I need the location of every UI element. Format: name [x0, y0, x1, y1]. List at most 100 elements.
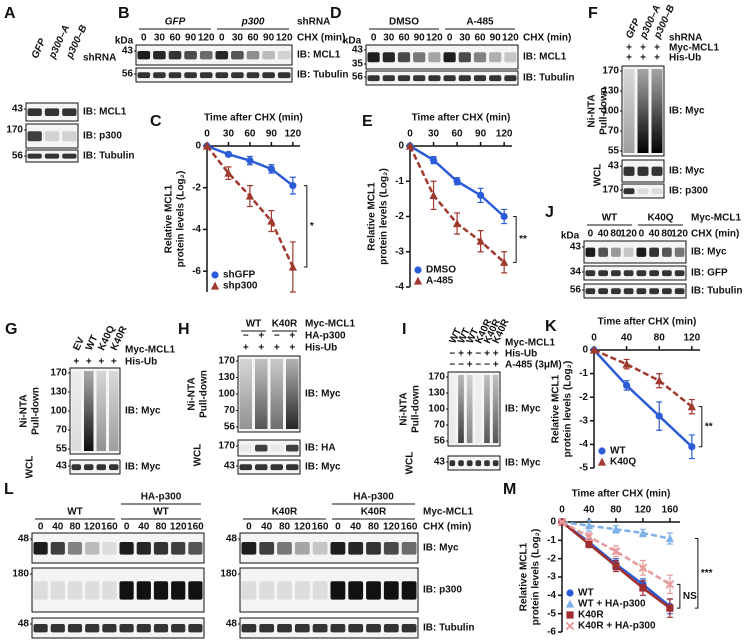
- marker-label: 56: [352, 72, 364, 83]
- band: [241, 624, 257, 633]
- x-axis-title: Time after CHX (min): [598, 317, 697, 328]
- band: [168, 72, 182, 79]
- lane-label: 120: [198, 33, 215, 44]
- blot: [447, 455, 501, 471]
- marker-label: 55: [608, 146, 620, 157]
- band: [623, 288, 634, 295]
- lane-label: 30: [232, 33, 244, 44]
- band: [136, 581, 151, 600]
- band: [649, 288, 659, 295]
- band: [413, 52, 426, 63]
- band: [153, 72, 166, 79]
- band: [188, 624, 203, 633]
- y-tick-label: 0: [195, 141, 201, 152]
- blot: [583, 265, 687, 281]
- significance-label: *: [310, 221, 314, 232]
- band: [449, 460, 456, 467]
- data-point: [584, 532, 594, 541]
- smear: [270, 359, 283, 429]
- band: [458, 52, 471, 63]
- kda-label: kDa: [115, 36, 134, 47]
- band: [585, 247, 596, 257]
- band: [489, 75, 502, 82]
- band: [27, 108, 42, 116]
- lane-label: GFP: [165, 17, 186, 28]
- row-label: HA-p300: [305, 331, 346, 342]
- band: [443, 75, 456, 82]
- y-tick-label: -3: [547, 572, 556, 583]
- lane-label: DMSO: [389, 17, 419, 28]
- series-line: [206, 144, 294, 187]
- significance-label: ***: [701, 568, 713, 579]
- blot-label: IB: Myc: [125, 406, 161, 417]
- data-point: [267, 216, 276, 225]
- band: [662, 270, 672, 277]
- blot: [135, 67, 293, 83]
- band: [401, 581, 417, 600]
- band: [33, 624, 48, 633]
- lane-label: +: [274, 343, 280, 354]
- marker-label: 180: [220, 569, 237, 580]
- band: [168, 51, 182, 60]
- row-label: CHX (min): [297, 33, 345, 44]
- data-point: [665, 580, 675, 589]
- lane-label: −: [484, 360, 490, 371]
- band: [401, 624, 417, 633]
- row-label: A-485 (3μM): [505, 360, 562, 371]
- marker-label: 170: [6, 125, 23, 136]
- band: [137, 72, 151, 79]
- blot: [583, 283, 687, 299]
- x-tick-label: 80: [610, 505, 622, 516]
- band: [636, 270, 647, 277]
- band: [623, 247, 634, 257]
- band: [348, 624, 364, 633]
- smear: [637, 69, 649, 153]
- band: [246, 72, 260, 79]
- marker-label: 48: [226, 619, 238, 630]
- band: [259, 581, 275, 600]
- data-point: [639, 584, 647, 592]
- panel-letter: D: [330, 5, 342, 22]
- data-point: [477, 191, 485, 199]
- lane-label: 80: [279, 522, 291, 533]
- lane-label: −: [449, 349, 455, 360]
- lane-label: K40R: [272, 319, 298, 330]
- data-point: [500, 257, 509, 266]
- blot-label: IB: Myc: [305, 462, 341, 473]
- band: [330, 624, 346, 633]
- blot: [365, 70, 519, 86]
- smear: [109, 371, 119, 451]
- y-axis-title: Relative MCL1: [519, 542, 530, 611]
- smear: [458, 375, 464, 443]
- y-tick-label: -2: [395, 211, 404, 222]
- lane-label: 0: [335, 522, 341, 533]
- lane-label: 80: [368, 522, 380, 533]
- band: [367, 52, 380, 63]
- data-point: [655, 376, 664, 385]
- band: [102, 581, 117, 600]
- y-tick-label: -1: [579, 368, 588, 379]
- band: [294, 624, 310, 633]
- band: [312, 581, 328, 600]
- data-point: [584, 521, 594, 530]
- blot-label: IB: MCL1: [523, 52, 567, 63]
- band: [96, 464, 106, 471]
- x-axis-title: Time after CHX (min): [204, 113, 303, 124]
- y-axis-title: protein levels (Log₂): [379, 168, 390, 265]
- smear: [475, 375, 482, 443]
- marker-label: 100: [50, 406, 67, 417]
- marker-label: 43: [570, 242, 582, 253]
- x-tick-label: 80: [654, 333, 666, 344]
- legend-marker: [565, 621, 575, 631]
- x-tick-label: 120: [684, 333, 701, 344]
- band: [366, 624, 381, 633]
- lane-label: 120: [170, 522, 187, 533]
- row-label: His-Ub: [125, 357, 157, 368]
- kda-label: kDa: [343, 36, 362, 47]
- lane-label: WT: [246, 319, 262, 330]
- lane-label: HA-p300: [353, 492, 394, 503]
- band: [171, 542, 186, 555]
- data-point: [288, 262, 297, 271]
- band: [312, 624, 328, 633]
- marker-label: 70: [56, 425, 68, 436]
